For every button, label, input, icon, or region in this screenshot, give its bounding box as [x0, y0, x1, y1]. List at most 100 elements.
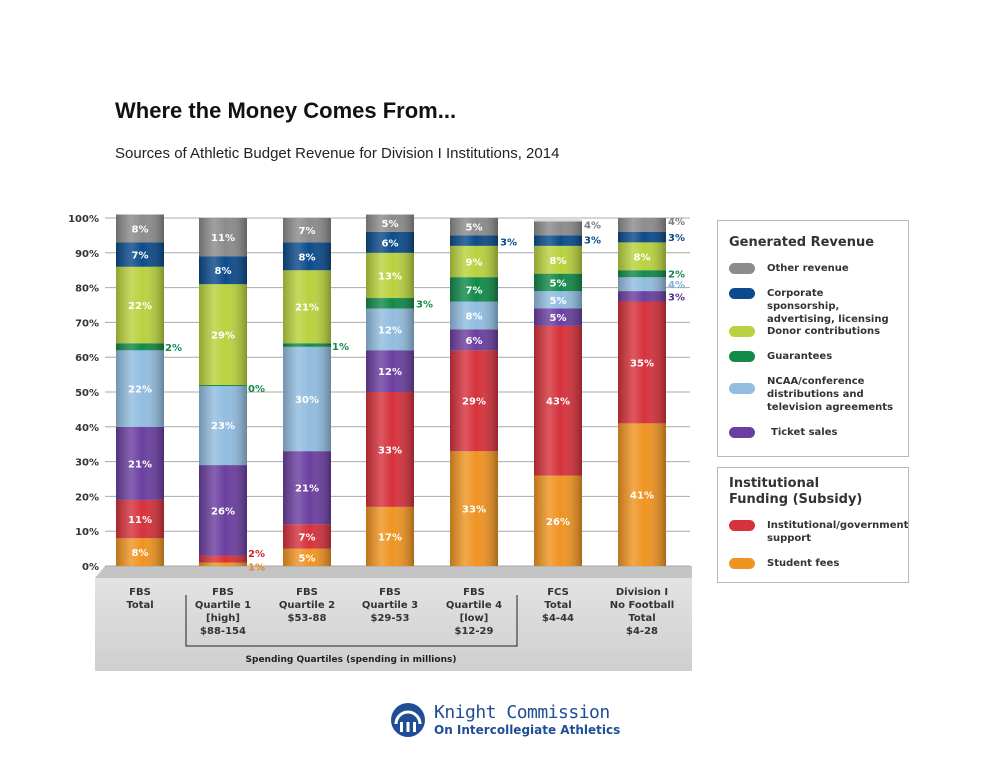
bar-segment-shade: [534, 221, 582, 236]
chart-bars: [116, 214, 666, 566]
bar-segment-shade: [618, 301, 666, 424]
data-label: 3%: [668, 233, 685, 244]
category-label-line: [low]: [460, 613, 489, 624]
category-label-line: FBS: [129, 587, 151, 598]
bar-segment-shade: [283, 524, 331, 549]
category-label-line: Quartile 4: [446, 600, 502, 611]
bar-segment-shade: [116, 242, 164, 267]
data-label: 43%: [546, 397, 570, 408]
legend-institutional-heading: Institutional Funding (Subsidy): [729, 476, 863, 507]
data-label: 7%: [132, 251, 149, 262]
bar-segment-shade: [199, 218, 247, 257]
legend-label: Institutional/government support: [767, 520, 909, 544]
data-label: 8%: [634, 252, 651, 263]
bar-segment-shade: [366, 506, 414, 566]
data-label: 5%: [550, 296, 567, 307]
data-label: 30%: [295, 395, 319, 406]
y-axis-tick-labels: 0% 10% 20% 30% 40% 50% 60% 70% 80% 90% 100%: [68, 214, 99, 573]
bar-segment-shade: [283, 242, 331, 271]
y-tick-label: 90%: [75, 249, 99, 260]
bar-segment-shade: [450, 277, 498, 302]
legend-generated-heading: Generated Revenue: [729, 235, 875, 250]
bar-segment-shade: [450, 245, 498, 278]
bar-segment-shade: [366, 231, 414, 253]
bar-segment-shade: [366, 214, 414, 232]
legend-item-ncaa-distributions: NCAA/conference distributions and televi…: [729, 375, 897, 414]
category-label-line: $12-29: [455, 626, 494, 637]
category-label-line: No Football: [610, 600, 674, 611]
category-label-line: Total: [544, 600, 571, 611]
data-label: 1%: [332, 342, 349, 353]
data-label: 3%: [500, 238, 517, 249]
bar-segment-shade: [116, 538, 164, 566]
category-label: FBS Quartile 2 $53-88: [279, 587, 335, 624]
data-label: 0%: [248, 384, 265, 395]
chart-floor-panel: [95, 578, 692, 671]
data-label: 29%: [462, 397, 486, 408]
category-label-line: FBS: [296, 587, 318, 598]
chart-floor-bevel: [95, 566, 692, 580]
data-label: 12%: [378, 367, 402, 378]
legend-item-institutional-support: Institutional/government support: [729, 519, 909, 545]
category-label-line: Quartile 2: [279, 600, 335, 611]
category-label-line: Total: [628, 613, 655, 624]
category-label-line: Quartile 1: [195, 600, 251, 611]
bar-segment-shade: [618, 242, 666, 271]
data-label: 8%: [215, 266, 232, 277]
category-label-line: $4-28: [626, 626, 658, 637]
page-subtitle: Sources of Athletic Budget Revenue for D…: [115, 145, 560, 162]
category-label-line: FCS: [547, 587, 569, 598]
bar-segment-shade: [116, 343, 164, 351]
y-tick-label: 40%: [75, 423, 99, 434]
bar-segment-shade: [199, 385, 247, 466]
category-label-line: FBS: [463, 587, 485, 598]
bar-segment-shade: [366, 298, 414, 309]
bar-segment-shade: [199, 465, 247, 556]
y-tick-label: 100%: [68, 214, 99, 225]
bar-column: [618, 218, 666, 566]
bar-segment-shade: [618, 291, 666, 302]
bar-segment-shade: [366, 392, 414, 507]
legend-swatch: [729, 558, 755, 569]
data-label: 13%: [378, 271, 402, 282]
data-label: 8%: [466, 311, 483, 322]
bar-segment-shade: [283, 270, 331, 344]
data-label: 4%: [584, 220, 601, 231]
category-label-line: [high]: [206, 613, 240, 624]
bar-segment-shade: [534, 291, 582, 309]
bar-segment-shade: [618, 277, 666, 292]
category-label: FCS Total $4-44: [542, 587, 574, 624]
data-label: 3%: [416, 299, 433, 310]
data-label: 23%: [211, 421, 235, 432]
legend-swatch: [729, 520, 755, 531]
bar-segment-shade: [534, 325, 582, 476]
spending-quartiles-bracket: Spending Quartiles (spending in millions…: [185, 595, 518, 665]
data-label: 8%: [299, 252, 316, 263]
bar-segment-shade: [366, 252, 414, 299]
data-label: 17%: [378, 532, 402, 543]
category-label: FBS Total: [126, 587, 153, 611]
legend-label: NCAA/conference distributions and televi…: [767, 376, 894, 413]
category-label-line: $29-53: [371, 613, 410, 624]
data-label: 35%: [630, 358, 654, 369]
bar-segment-shade: [283, 343, 331, 347]
knight-commission-logo: Knight Commission On Intercollegiate Ath…: [390, 702, 620, 738]
data-label: 12%: [378, 325, 402, 336]
bar-column: [366, 214, 414, 566]
data-label: 8%: [132, 224, 149, 235]
data-label: 5%: [550, 313, 567, 324]
category-label: FBS Quartile 4 [low] $12-29: [446, 587, 502, 637]
bar-segment-shade: [366, 350, 414, 392]
bar-segment-shade: [283, 346, 331, 452]
page-title: Where the Money Comes From...: [115, 98, 457, 123]
bracket-label: Spending Quartiles (spending in millions…: [246, 655, 457, 665]
legend-institutional-funding: Institutional Funding (Subsidy) Institut…: [717, 467, 909, 583]
category-label-line: FBS: [379, 587, 401, 598]
bar-segment-shade: [199, 256, 247, 285]
bar-segment-shade: [116, 426, 164, 500]
knight-commission-emblem-icon: [391, 703, 425, 737]
legend-item-donor-contributions: Donor contributions: [729, 325, 897, 338]
bar-segment-shade: [283, 548, 331, 566]
data-label: 7%: [466, 285, 483, 296]
